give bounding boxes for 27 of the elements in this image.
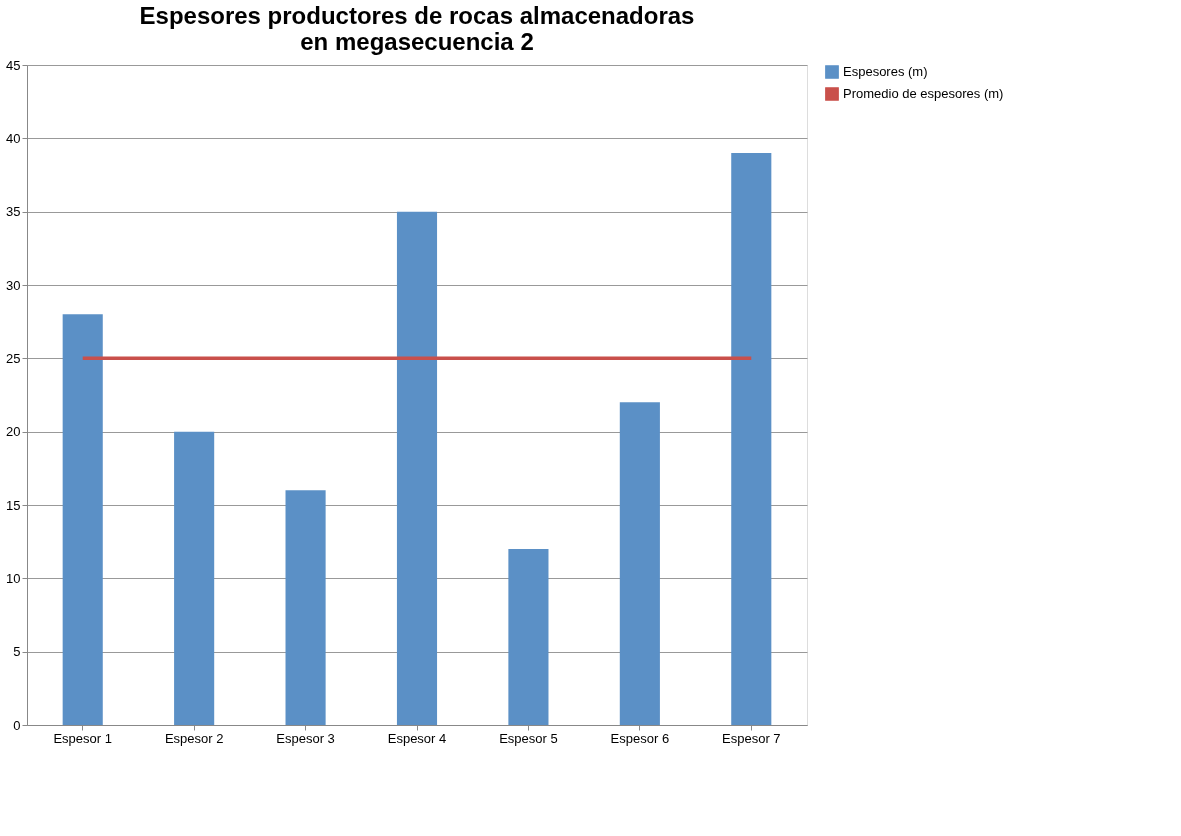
x-tick-label: Espesor 4 — [387, 730, 447, 746]
y-tick-label: 35 — [6, 204, 21, 220]
y-tick-label: 25 — [6, 350, 21, 366]
legend-label: Espesores (m) — [843, 64, 928, 79]
x-tick-label: Espesor 7 — [722, 730, 781, 746]
bar — [62, 314, 103, 725]
y-tick-label: 5 — [13, 644, 21, 660]
x-tick-label: Espesor 5 — [499, 730, 558, 746]
y-tick-label: 10 — [6, 570, 21, 586]
y-tick-label: 45 — [6, 57, 21, 73]
x-tick-label: Espesor 1 — [53, 730, 112, 746]
legend-label: Promedio de espesores (m) — [843, 86, 1004, 101]
x-tick-label: Espesor 3 — [276, 730, 335, 746]
y-tick-label: 30 — [6, 277, 21, 293]
chart-title: Espesores productores de rocas almacenadoras en megasecuencia 2 — [139, 2, 695, 55]
bar — [619, 402, 660, 725]
bar — [396, 211, 438, 725]
x-tick-label: Espesor 2 — [164, 730, 224, 746]
y-tick-label: 15 — [6, 497, 21, 513]
y-tick-label: 0 — [13, 717, 21, 733]
x-tick-label: Espesor 6 — [610, 730, 670, 746]
y-tick-label: 40 — [6, 130, 21, 146]
y-tick-label: 20 — [6, 424, 21, 440]
bar — [174, 431, 215, 725]
bar — [731, 153, 772, 725]
bar — [508, 549, 549, 725]
bar — [285, 490, 326, 725]
